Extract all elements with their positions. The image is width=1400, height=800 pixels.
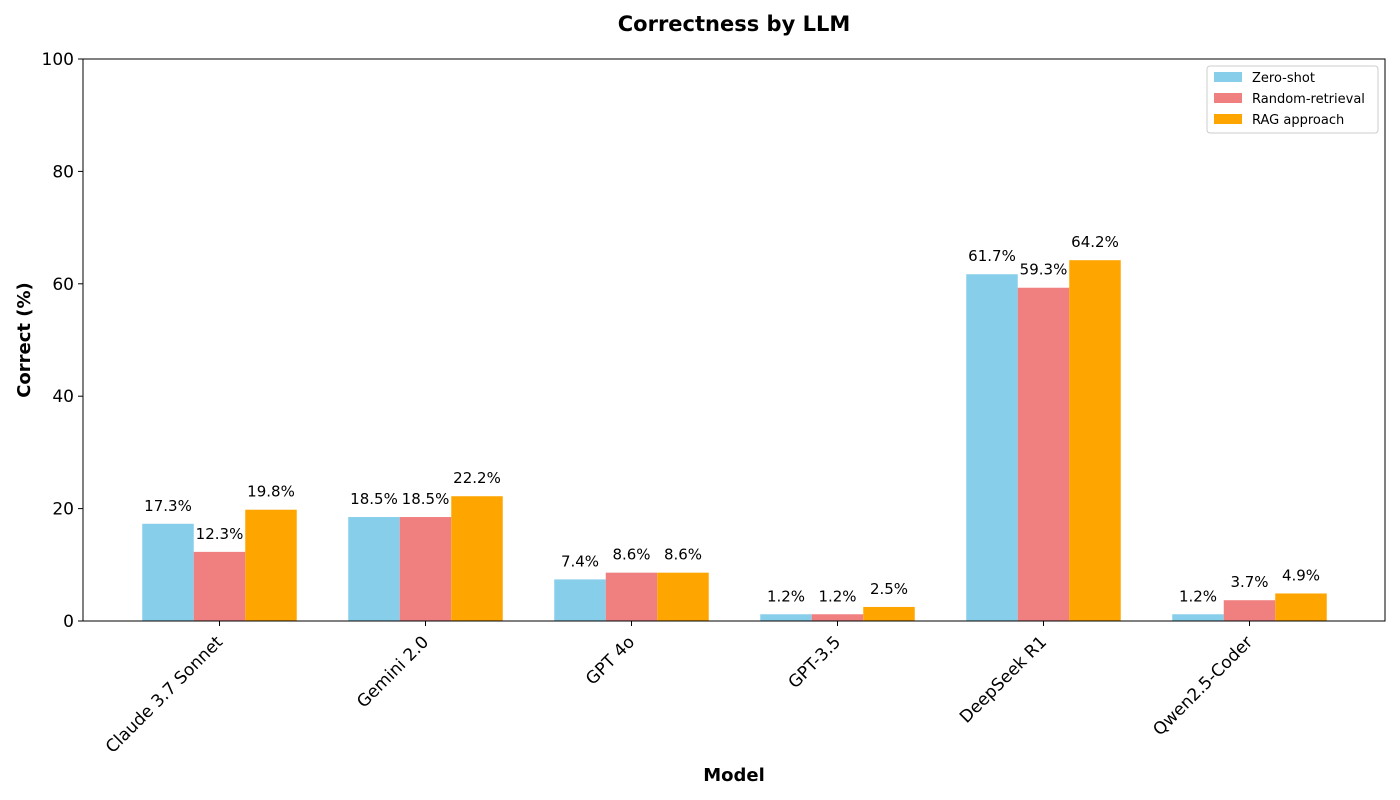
bar-zero-shot-gpt-3-5 (760, 614, 812, 621)
value-label-rag-approach-gemini-2-0: 22.2% (453, 469, 501, 487)
x-tick-label-gpt-3-5: GPT-3.5 (785, 632, 845, 692)
y-tick-label: 80 (52, 162, 74, 182)
bar-zero-shot-claude-3-7-sonnet (142, 523, 194, 621)
value-label-random-retrieval-deepseek-r1: 59.3% (1020, 261, 1068, 279)
plot-frame (82, 58, 1386, 622)
bar-zero-shot-qwen2-5-coder (1172, 614, 1224, 621)
value-label-zero-shot-gpt-3-5: 1.2% (767, 587, 805, 605)
bar-random-retrieval-gemini-2-0 (399, 517, 452, 621)
x-tick-label-gpt-4o: GPT 4o (582, 632, 639, 689)
bar-zero-shot-gemini-2-0 (348, 517, 400, 621)
value-label-random-retrieval-claude-3-7-sonnet: 12.3% (196, 525, 244, 543)
legend-swatch-zero-shot (1214, 72, 1242, 82)
bar-random-retrieval-deepseek-r1 (1017, 287, 1070, 621)
x-tick-label-gemini-2-0: Gemini 2.0 (353, 632, 433, 712)
value-label-rag-approach-gpt-3-5: 2.5% (870, 580, 908, 598)
bar-rag-approach-gemini-2-0 (451, 496, 503, 621)
y-tick-label: 100 (42, 50, 74, 70)
x-tick-label-claude-3-7-sonnet: Claude 3.7 Sonnet (102, 632, 227, 757)
bar-random-retrieval-qwen2-5-coder (1223, 600, 1276, 621)
y-tick-label: 40 (52, 387, 74, 407)
legend-swatch-random-retrieval (1214, 93, 1242, 103)
x-axis: Claude 3.7 Sonnet Gemini 2.0 GPT 4o GPT-3.5… (102, 621, 1257, 757)
y-tick-label: 20 (52, 500, 74, 520)
bar-random-retrieval-gpt-3-5 (811, 614, 864, 621)
value-label-random-retrieval-gpt-4o: 8.6% (612, 546, 650, 564)
bar-rag-approach-claude-3-7-sonnet (245, 509, 297, 621)
bar-rag-approach-deepseek-r1 (1069, 260, 1121, 621)
bars (142, 260, 1327, 621)
value-label-rag-approach-gpt-4o: 8.6% (664, 546, 702, 564)
value-label-rag-approach-claude-3-7-sonnet: 19.8% (247, 483, 295, 501)
x-axis-label: Model (703, 765, 765, 786)
value-label-rag-approach-deepseek-r1: 64.2% (1071, 233, 1119, 251)
value-label-zero-shot-claude-3-7-sonnet: 17.3% (144, 497, 192, 515)
legend-label-zero-shot: Zero-shot (1252, 71, 1315, 86)
bar-zero-shot-deepseek-r1 (966, 274, 1018, 621)
bar-random-retrieval-gpt-4o (605, 572, 658, 621)
bar-random-retrieval-claude-3-7-sonnet (193, 551, 246, 621)
legend-label-random-retrieval: Random-retrieval (1252, 92, 1365, 107)
value-label-random-retrieval-qwen2-5-coder: 3.7% (1230, 573, 1268, 591)
chart-title: Correctness by LLM (618, 12, 850, 36)
y-axis-label: Correct (%) (14, 282, 35, 398)
legend-box (1206, 65, 1379, 134)
legend-swatch-rag-approach (1214, 114, 1242, 124)
value-label-zero-shot-deepseek-r1: 61.7% (968, 247, 1016, 265)
bar-zero-shot-gpt-4o (554, 579, 606, 621)
bar-rag-approach-gpt-4o (657, 572, 709, 621)
value-label-zero-shot-qwen2-5-coder: 1.2% (1179, 587, 1217, 605)
x-tick-label-deepseek-r1: DeepSeek R1 (956, 632, 1051, 727)
legend: Zero-shot Random-retrieval RAG approach (1206, 65, 1379, 134)
y-tick-label: 0 (63, 612, 74, 632)
y-axis: 0 20 40 60 80 100 (42, 50, 83, 632)
value-label-random-retrieval-gemini-2-0: 18.5% (402, 490, 450, 508)
y-tick-label: 60 (52, 275, 74, 295)
x-tick-label-qwen2-5-coder: Qwen2.5-Coder (1149, 632, 1257, 740)
value-label-zero-shot-gpt-4o: 7.4% (561, 552, 599, 570)
legend-label-rag-approach: RAG approach (1252, 113, 1344, 128)
value-label-random-retrieval-gpt-3-5: 1.2% (818, 587, 856, 605)
value-label-rag-approach-qwen2-5-coder: 4.9% (1282, 566, 1320, 584)
bar-rag-approach-gpt-3-5 (863, 606, 915, 621)
value-labels: 17.3%12.3%19.8% 18.5% 18.5%22.2%7.4% 8.6% 8.… (144, 233, 1320, 605)
bar-rag-approach-qwen2-5-coder (1275, 593, 1327, 621)
value-label-zero-shot-gemini-2-0: 18.5% (350, 490, 398, 508)
